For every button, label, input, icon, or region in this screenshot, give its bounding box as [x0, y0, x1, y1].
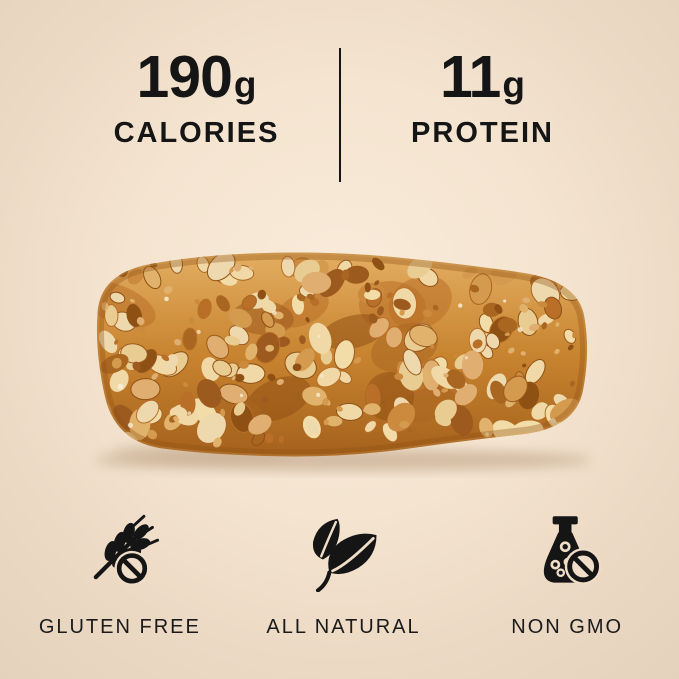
calories-number: 190 g	[136, 44, 257, 110]
protein-label: PROTEIN	[411, 116, 554, 149]
badge-all-natural-label: ALL NATURAL	[266, 616, 421, 638]
badge-non-gmo-label: NON GMO	[511, 616, 624, 638]
badge-gluten-free-label: GLUTEN FREE	[38, 616, 201, 638]
protein-stat: 11 g PROTEIN	[377, 44, 589, 150]
protein-number: 11 g	[440, 44, 525, 110]
nutrition-stats: 190 g CALORIES 11 g PROTEIN	[0, 44, 679, 182]
stats-divider	[338, 48, 341, 182]
calories-value: 190	[136, 44, 232, 110]
wheat-crossed-icon	[79, 510, 161, 596]
calories-stat: 190 g CALORIES	[91, 44, 303, 150]
protein-value: 11	[440, 44, 501, 110]
badge-all-natural: ALL NATURAL	[232, 510, 456, 639]
badge-gluten-free: GLUTEN FREE	[8, 510, 232, 639]
peanut-granola-bar-photo	[95, 252, 591, 471]
flask-crossed-icon	[524, 510, 610, 596]
protein-unit: g	[502, 64, 525, 105]
calories-label: CALORIES	[113, 116, 280, 149]
calories-unit: g	[233, 64, 257, 105]
feature-badges: GLUTEN FREE ALL NATURAL	[8, 510, 679, 639]
leaves-icon	[305, 510, 383, 596]
badge-non-gmo: NON GMO	[455, 510, 679, 639]
